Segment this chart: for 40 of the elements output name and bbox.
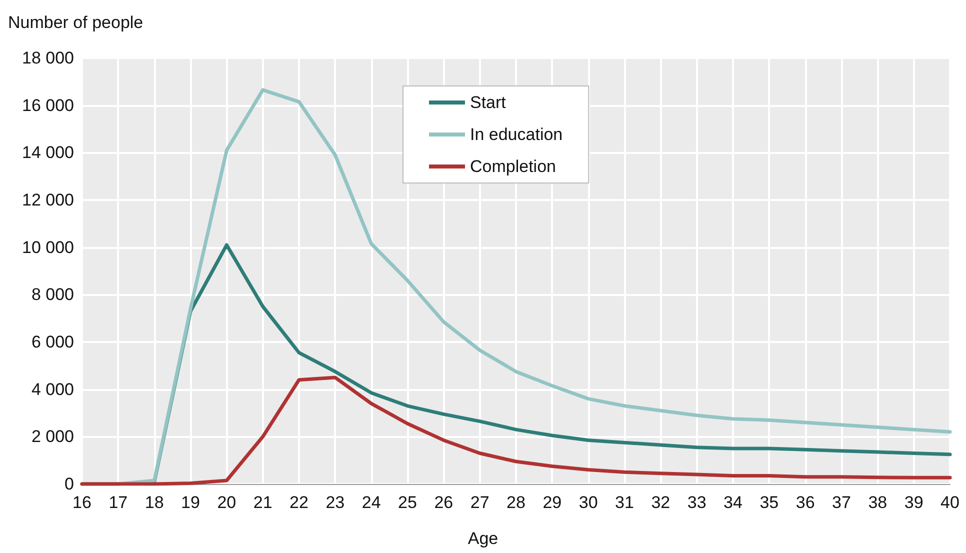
x-tick-label: 40	[940, 493, 960, 512]
x-tick-label: 17	[108, 493, 128, 512]
y-tick-label: 4 000	[31, 380, 74, 399]
x-tick-label: 27	[470, 493, 490, 512]
x-tick-label: 37	[832, 493, 851, 512]
x-tick-label: 21	[253, 493, 272, 512]
x-tick-label: 32	[651, 493, 670, 512]
x-tick-label: 19	[181, 493, 200, 512]
y-tick-label: 10 000	[22, 238, 74, 257]
x-tick-label: 33	[687, 493, 706, 512]
x-tick-label: 23	[326, 493, 345, 512]
x-tick-label: 36	[796, 493, 815, 512]
x-tick-label: 29	[542, 493, 562, 512]
y-tick-label: 8 000	[31, 285, 74, 304]
x-tick-label: 16	[72, 493, 92, 512]
x-tick-label: 18	[144, 493, 164, 512]
x-axis-title: Age	[468, 529, 498, 548]
y-tick-label: 0	[64, 474, 74, 494]
y-tick-label: 6 000	[31, 332, 74, 352]
x-tick-label: 30	[578, 493, 598, 512]
y-axis-title: Number of people	[8, 13, 144, 32]
y-tick-label: 2 000	[31, 427, 74, 446]
x-tick-label: 39	[904, 493, 924, 512]
legend-label: In education	[470, 125, 563, 144]
x-tick-label: 34	[724, 493, 742, 512]
x-tick-label: 22	[290, 493, 308, 512]
legend-label: Start	[470, 93, 506, 112]
y-tick-label: 14 000	[22, 143, 74, 162]
x-tick-label: 20	[217, 493, 236, 512]
x-tick-label: 31	[615, 493, 634, 512]
x-tick-label: 26	[434, 493, 454, 512]
legend-label: Completion	[470, 157, 556, 176]
x-tick-label: 38	[868, 493, 888, 512]
y-tick-label: 16 000	[22, 96, 74, 115]
x-tick-label: 24	[362, 493, 381, 512]
y-tick-label: 12 000	[22, 190, 74, 210]
x-tick-label: 35	[760, 493, 779, 512]
y-tick-label: 18 000	[22, 48, 74, 68]
x-tick-label: 25	[398, 493, 417, 512]
x-tick-label: 28	[506, 493, 526, 512]
